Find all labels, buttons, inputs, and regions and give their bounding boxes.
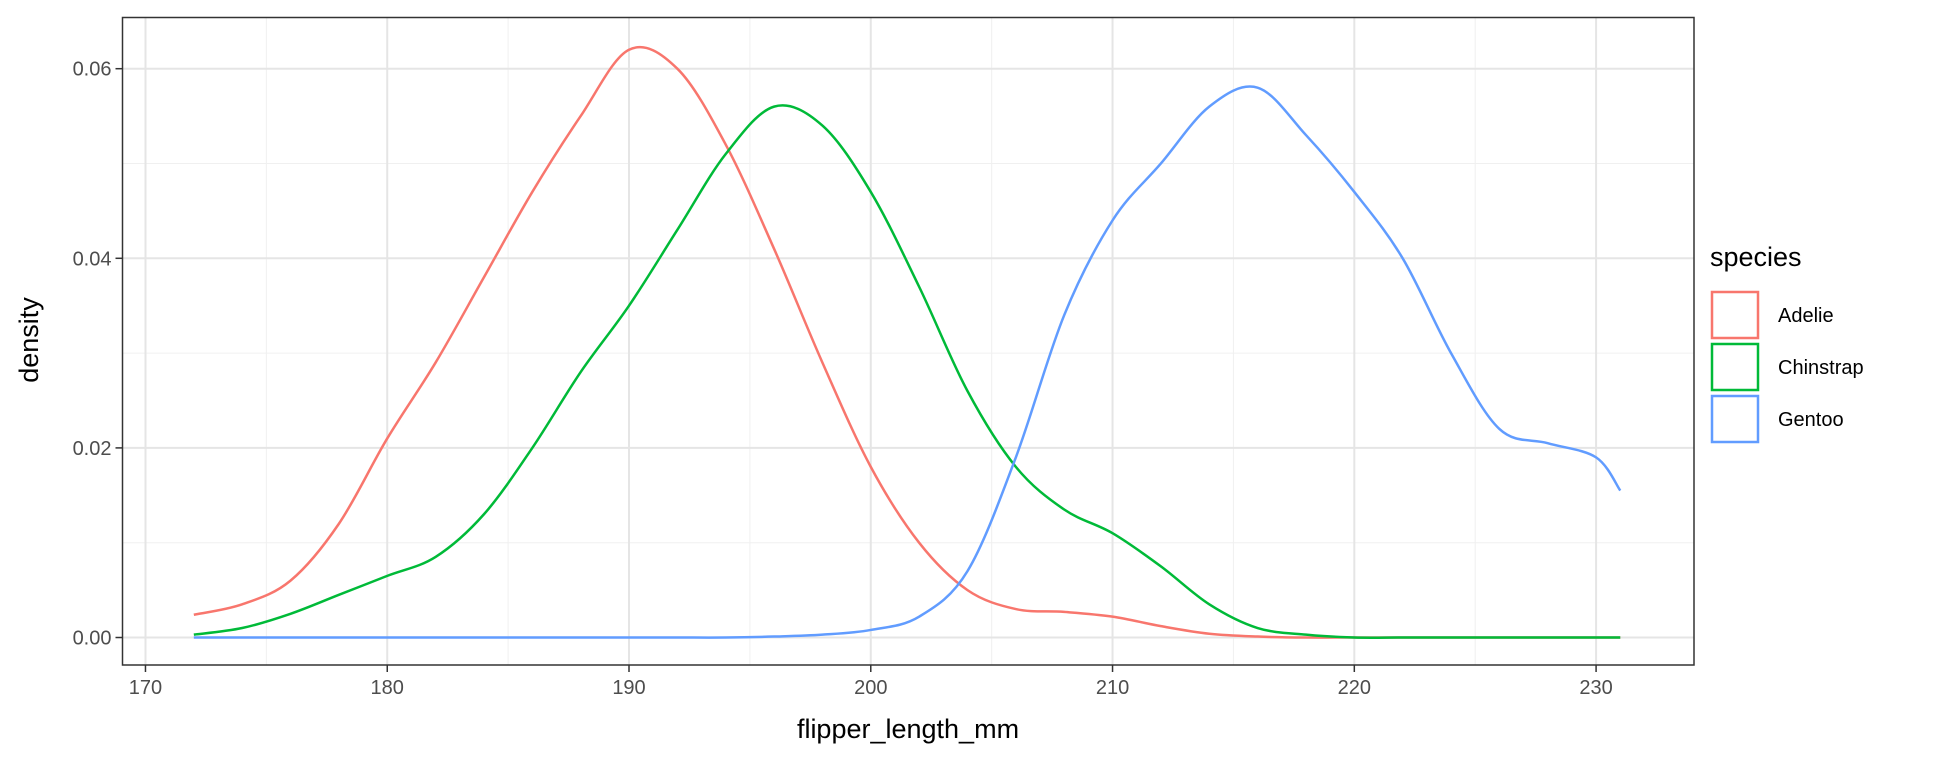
legend-label: Chinstrap: [1778, 357, 1864, 379]
y-tick-label: 0.06: [73, 59, 112, 81]
y-tick-label: 0.04: [73, 248, 112, 270]
y-axis-title: density: [14, 297, 44, 383]
x-axis-title: flipper_length_mm: [797, 714, 1019, 744]
x-tick-label: 180: [371, 677, 404, 699]
x-tick-label: 230: [1579, 677, 1612, 699]
x-tick-label: 220: [1338, 677, 1371, 699]
density-line: [193, 85, 1622, 639]
y-tick-label: 0.00: [73, 628, 112, 650]
y-tick-label: 0.02: [73, 438, 112, 460]
legend-label: Gentoo: [1778, 409, 1844, 431]
legend-key: [1710, 342, 1760, 392]
legend-label: Adelie: [1778, 305, 1834, 327]
legend-key: [1710, 290, 1760, 340]
x-tick-label: 210: [1096, 677, 1129, 699]
density-line: [193, 45, 1621, 639]
legend-title: species: [1710, 242, 1802, 272]
legend-key: [1710, 394, 1760, 444]
density-line: [193, 104, 1621, 639]
panel-border: [121, 16, 1695, 666]
x-tick-label: 200: [854, 677, 887, 699]
x-tick-label: 170: [129, 677, 162, 699]
x-tick-label: 190: [612, 677, 645, 699]
